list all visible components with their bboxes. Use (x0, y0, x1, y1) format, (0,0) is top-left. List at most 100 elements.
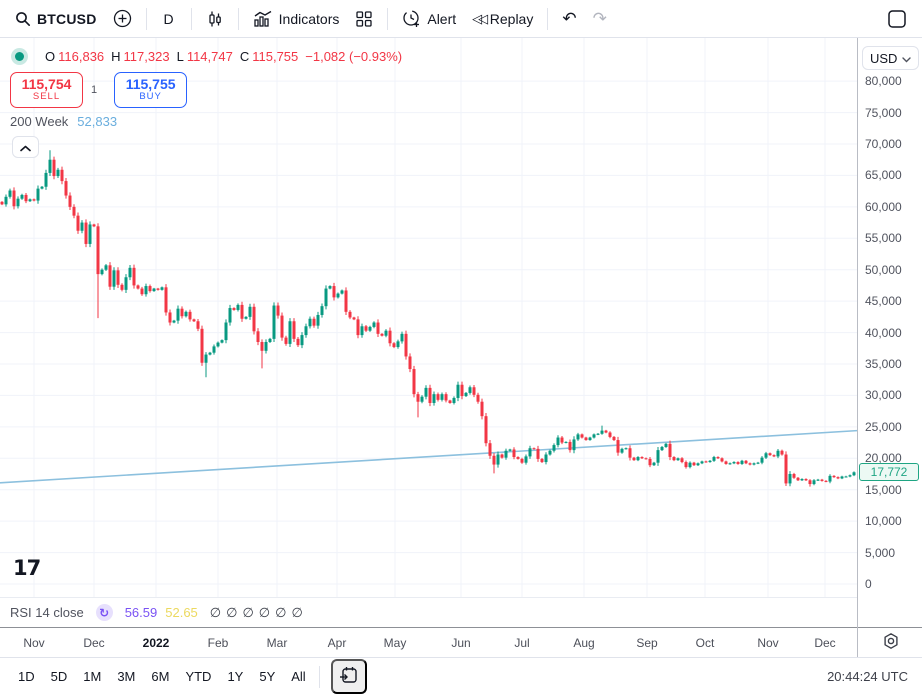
redo-button[interactable]: ↷ (586, 6, 614, 31)
indicator-templates-button[interactable] (348, 6, 380, 32)
candle-body (32, 199, 36, 201)
candle-body (156, 288, 160, 290)
ma-200-week-line[interactable] (0, 429, 857, 484)
ohlc-legend[interactable]: O 116,836 H 117,323 L 114,747 C 115,755 … (10, 49, 402, 64)
time-axis-label[interactable]: Nov (757, 636, 779, 650)
candle-body (820, 479, 824, 481)
clock-utc[interactable]: 20:44:24 UTC (827, 669, 908, 684)
range-button-ytd[interactable]: YTD (177, 664, 219, 689)
alert-label: Alert (427, 10, 457, 27)
candle-body (92, 224, 96, 227)
compare-add-symbol-button[interactable] (106, 5, 139, 32)
candle-body (808, 480, 812, 485)
time-axis-label[interactable]: Nov (23, 636, 45, 650)
buy-price: 115,755 (125, 76, 176, 92)
currency-unit-button[interactable]: USD (862, 46, 919, 70)
candle-body (744, 460, 748, 464)
indicators-label: Indicators (278, 10, 340, 27)
candle-body (120, 284, 124, 290)
candle-body (832, 475, 836, 478)
candle-body (796, 477, 800, 481)
time-axis-label[interactable]: Aug (573, 636, 595, 650)
search-icon (15, 11, 31, 27)
candle-body (340, 290, 344, 294)
change-value: −1,082 (−0.93%) (305, 49, 403, 64)
range-button-1m[interactable]: 1M (75, 664, 109, 689)
time-axis-label[interactable]: May (383, 636, 407, 650)
sell-button[interactable]: 115,754 SELL (10, 72, 83, 109)
candle-body (780, 450, 784, 455)
rsi-pane-legend[interactable]: RSI 14 close ↻ 56.59 52.65 ∅ ∅ ∅ ∅ ∅ ∅ (0, 597, 857, 627)
chart-style-button[interactable] (199, 6, 231, 32)
time-axis-label[interactable]: Sep (636, 636, 658, 650)
candle-body (776, 450, 780, 457)
range-button-5d[interactable]: 5D (43, 664, 76, 689)
go-to-date-button[interactable] (330, 659, 367, 694)
candle-body (236, 304, 240, 310)
range-button-all[interactable]: All (283, 664, 313, 689)
grid-squares-icon (355, 10, 373, 28)
symbol-status-dot (15, 52, 24, 61)
time-axis[interactable]: Nov Dec 2022 Feb Mar Apr May Jun Jul Aug Sep Oct Nov… (0, 627, 857, 657)
candle-body (404, 333, 408, 357)
candle-body (616, 440, 620, 453)
range-button-5y[interactable]: 5Y (251, 664, 283, 689)
replay-button[interactable]: ◁◁ Replay (465, 7, 540, 31)
candle-body (44, 172, 48, 187)
null-value-icon: ∅ (209, 604, 222, 620)
price-axis[interactable]: USD 17,772 80,000 75,000 70,000 65,000 60,00… (857, 38, 922, 657)
range-button-3m[interactable]: 3M (109, 664, 143, 689)
candle-body (544, 454, 548, 463)
alert-button[interactable]: Alert (395, 5, 463, 32)
candlestick-chart[interactable] (0, 38, 857, 597)
range-button-1y[interactable]: 1Y (219, 664, 251, 689)
candle-body (784, 454, 788, 484)
candle-body (840, 476, 844, 479)
time-axis-label[interactable]: Dec (83, 636, 105, 650)
rsi-loading-icon: ↻ (95, 604, 113, 621)
time-axis-settings-button[interactable] (858, 627, 922, 657)
buy-label: BUY (139, 91, 162, 103)
time-axis-label[interactable]: 2022 (142, 636, 170, 650)
range-button-6m[interactable]: 6M (143, 664, 177, 689)
candle-body (316, 314, 320, 326)
candle-body (80, 222, 84, 231)
candle-body (164, 287, 168, 313)
interval-button[interactable]: D (154, 7, 184, 31)
range-button-1d[interactable]: 1D (10, 664, 43, 689)
null-value-icon: ∅ (226, 604, 238, 620)
layout-panel-button[interactable] (880, 5, 914, 33)
chevron-up-icon (20, 140, 31, 155)
top-toolbar: BTCUSD D Indicators Alert ◁◁ Replay (0, 0, 922, 38)
candle-body (804, 479, 808, 481)
candle-body (0, 201, 4, 205)
toolbar-separator (318, 665, 320, 688)
candle-body (204, 354, 208, 363)
chart-pane[interactable]: O 116,836 H 117,323 L 114,747 C 115,755 … (0, 38, 857, 657)
toolbar-separator (190, 7, 192, 30)
time-axis-label[interactable]: Feb (207, 636, 229, 650)
undo-button[interactable]: ↶ (555, 6, 583, 31)
time-axis-label[interactable]: Jun (451, 636, 471, 650)
candle-body (844, 476, 848, 478)
legend-collapse-button[interactable] (12, 136, 39, 158)
time-axis-label[interactable]: Dec (814, 636, 836, 650)
candle-body (212, 346, 216, 353)
candle-body (424, 387, 428, 397)
candle-body (48, 159, 52, 173)
time-axis-label[interactable]: Mar (266, 636, 288, 650)
time-axis-label[interactable]: Apr (327, 636, 347, 650)
time-axis-label[interactable]: Oct (695, 636, 715, 650)
buy-button[interactable]: 115,755 BUY (114, 72, 188, 109)
ma-indicator-legend[interactable]: 200 Week 52,833 (10, 114, 117, 129)
indicators-button[interactable]: Indicators (246, 6, 347, 32)
redo-icon: ↷ (592, 9, 607, 28)
candle-body (432, 394, 436, 403)
tradingview-logo[interactable]: 17 (13, 556, 41, 580)
candle-body (228, 308, 232, 323)
candle-body (564, 441, 568, 443)
candle-body (356, 319, 360, 336)
candle-body (728, 463, 732, 465)
time-axis-label[interactable]: Jul (514, 636, 530, 650)
symbol-search-button[interactable]: BTCUSD (8, 7, 104, 31)
